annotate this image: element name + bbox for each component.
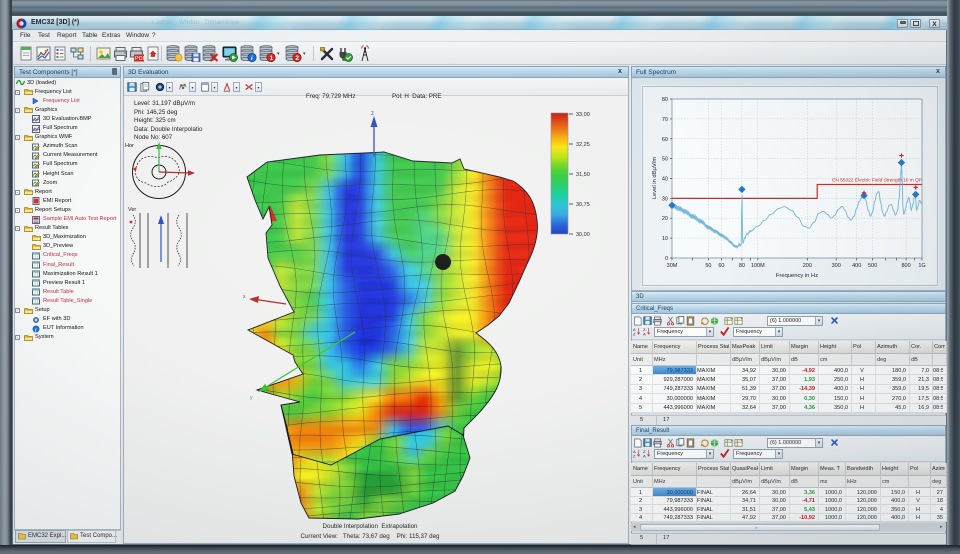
svg-text:50: 50 (662, 157, 668, 163)
svg-text:Z: Z (643, 449, 646, 454)
svg-text:40: 40 (662, 177, 668, 183)
svg-text:30M: 30M (667, 263, 678, 269)
svg-text:1G: 1G (918, 263, 925, 269)
svg-text:x: x (243, 294, 246, 300)
svg-text:50: 50 (705, 263, 711, 269)
svg-text:Ver: Ver (128, 207, 136, 213)
svg-text:Frequency in Hz: Frequency in Hz (776, 273, 818, 279)
svg-text:Z: Z (633, 454, 636, 459)
svg-text:33,00: 33,00 (576, 112, 590, 118)
svg-text:60: 60 (662, 137, 668, 143)
svg-text:400: 400 (852, 263, 861, 269)
svg-text:2: 2 (295, 55, 299, 62)
svg-text:i: i (35, 327, 37, 333)
svg-text:0: 0 (665, 256, 668, 262)
svg-text:Hor: Hor (125, 143, 134, 149)
svg-text:30: 30 (662, 196, 668, 202)
svg-text:31,50: 31,50 (576, 172, 590, 178)
svg-text:i: i (251, 55, 253, 62)
svg-text:500: 500 (868, 263, 877, 269)
svg-text:100M: 100M (751, 263, 765, 269)
svg-text:A: A (633, 449, 636, 454)
svg-text:70: 70 (662, 117, 668, 123)
svg-text:30,00: 30,00 (576, 232, 590, 238)
svg-text:80: 80 (739, 263, 745, 269)
svg-text:32,25: 32,25 (576, 142, 590, 148)
svg-text:80: 80 (662, 97, 668, 103)
svg-text:Z: Z (633, 332, 636, 337)
svg-text:10: 10 (662, 236, 668, 242)
svg-text:30,75: 30,75 (576, 202, 590, 208)
svg-text:200: 200 (803, 263, 812, 269)
svg-text:A: A (643, 332, 646, 337)
svg-text:A: A (643, 454, 646, 459)
svg-text:A: A (633, 327, 636, 332)
svg-text:EN 55022 Electric Field Streng: EN 55022 Electric Field Strength 10 m QP (832, 178, 922, 184)
svg-text:PDF: PDF (135, 56, 144, 62)
svg-text:Z: Z (643, 327, 646, 332)
svg-text:1: 1 (270, 55, 274, 62)
svg-text:800: 800 (902, 263, 911, 269)
svg-text:z: z (371, 111, 374, 117)
svg-text:60: 60 (718, 263, 724, 269)
svg-text:y: y (250, 395, 253, 401)
svg-text:Level in dBµV/m: Level in dBµV/m (652, 157, 658, 199)
svg-text:20: 20 (662, 216, 668, 222)
svg-text:300: 300 (832, 263, 841, 269)
